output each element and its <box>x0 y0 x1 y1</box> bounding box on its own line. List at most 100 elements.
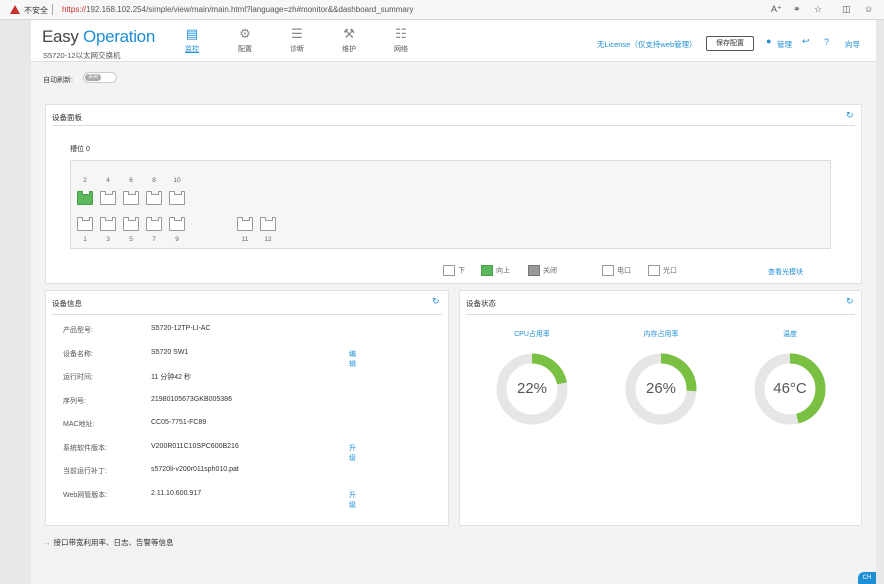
collections-icon[interactable]: ◫ <box>842 4 851 14</box>
network-icon: ☷ <box>395 26 407 41</box>
page-scrollbar[interactable] <box>876 20 884 584</box>
logo: Easy Operation <box>42 27 155 46</box>
info-action-link[interactable]: 升级 <box>349 444 356 462</box>
info-label: Web网管版本: <box>63 491 108 499</box>
nav-network[interactable]: ☷ 网络 <box>383 26 419 54</box>
language-badge[interactable]: CH <box>858 572 876 584</box>
port-number: 7 <box>152 236 156 243</box>
gear-icon: ⚙ <box>239 26 251 41</box>
port-number: 8 <box>152 177 156 184</box>
page: Easy Operation S5720-12以太网交换机 ▤ 监控 ⚙ 配置 … <box>31 20 876 584</box>
help-link[interactable]: ? <box>824 37 830 47</box>
divider <box>52 4 53 15</box>
divider <box>466 314 855 315</box>
wizard-link[interactable]: 向导 <box>845 40 860 49</box>
security-warning[interactable]: 不安全 <box>24 6 48 15</box>
save-config-button[interactable]: 保存配置 <box>706 36 754 51</box>
monitor-icon: ▤ <box>185 26 199 41</box>
info-panel: 设备信息 ↻ 产品型号: S5720-12TP-LI-AC 设备名称: S5720 S… <box>45 290 449 526</box>
status-panel-title: 设备状态 <box>466 299 496 308</box>
reader-icon[interactable]: ⚭ <box>793 4 801 14</box>
info-value: V200R011C10SPC600B216 <box>151 442 239 450</box>
port-10[interactable] <box>169 191 185 205</box>
info-value: s5720li-v200r011sph010.pat <box>151 466 239 473</box>
port-5[interactable] <box>123 217 139 231</box>
port-number: 10 <box>173 177 181 184</box>
port-number: 3 <box>106 236 110 243</box>
port-6[interactable] <box>123 191 139 205</box>
device-panel-title: 设备面板 <box>52 113 82 122</box>
sliders-icon: ☰ <box>291 26 303 41</box>
gauge-label: CPU占用率 <box>514 331 550 338</box>
port-3[interactable] <box>100 217 116 231</box>
legend-down: 下 <box>443 265 465 276</box>
info-value: 21980105673GKB005386 <box>151 395 232 403</box>
legend-optical: 光口 <box>648 265 677 276</box>
port-1[interactable] <box>77 217 93 231</box>
info-value: 2.11.10.600.917 <box>151 489 202 497</box>
port-panel: 2 4 6 8 10 1 3 5 7 9 11 12 <box>70 160 831 249</box>
port-number: 1 <box>83 236 87 243</box>
arrow-right-icon: → <box>43 538 51 547</box>
info-action-link[interactable]: 升级 <box>349 491 356 509</box>
port-4[interactable] <box>100 191 116 205</box>
url-field[interactable]: https://192.168.102.254/simple/view/main… <box>62 5 414 14</box>
info-panel-title: 设备信息 <box>52 299 82 308</box>
info-action-link[interactable]: 编辑 <box>349 350 356 368</box>
gauge-label: 内存占用率 <box>643 331 679 338</box>
refresh-icon[interactable]: ↻ <box>846 110 854 120</box>
port-11[interactable] <box>237 217 253 231</box>
more-info-link[interactable]: → 接口带宽利用率、日志、告警等信息 <box>43 538 174 547</box>
legend-swatch <box>602 265 614 276</box>
view-optical-link[interactable]: 查看光模块 <box>768 269 803 276</box>
nav-config[interactable]: ⚙ 配置 <box>227 26 263 54</box>
gauge-ring <box>496 353 568 425</box>
info-value: CC05-7751-FC89 <box>151 419 207 426</box>
read-aloud-icon[interactable]: A⁺ <box>771 4 782 14</box>
port-8[interactable] <box>146 191 162 205</box>
auto-refresh-toggle[interactable]: 关闭 <box>83 72 117 83</box>
port-2[interactable] <box>77 191 93 205</box>
info-value: S5720-12TP-LI-AC <box>151 325 211 332</box>
port-9[interactable] <box>169 217 185 231</box>
info-label: 当前运行补丁: <box>63 468 107 475</box>
port-number: 11 <box>241 236 249 243</box>
maintenance-icon: ⚒ <box>343 26 355 41</box>
info-label: 系统软件版本: <box>63 444 107 452</box>
nav-monitor[interactable]: ▤ 监控 <box>174 26 210 54</box>
info-value: 11 分钟42 秒 <box>151 374 191 381</box>
legend-swatch <box>481 265 493 276</box>
app-header: Easy Operation S5720-12以太网交换机 ▤ 监控 ⚙ 配置 … <box>31 20 876 62</box>
gauge-value: 26% <box>645 380 677 397</box>
port-number: 9 <box>175 236 179 243</box>
logout-icon[interactable]: ↩ <box>802 36 810 46</box>
user-icon: ● <box>766 36 772 46</box>
info-label: 序列号: <box>63 397 86 405</box>
device-name: S5720-12以太网交换机 <box>43 51 121 60</box>
port-7[interactable] <box>146 217 162 231</box>
port-number: 6 <box>129 177 133 184</box>
refresh-icon[interactable]: ↻ <box>432 296 440 306</box>
legend-swatch <box>443 265 455 276</box>
legend-up: 向上 <box>481 265 510 276</box>
browser-address-bar: 不安全 https://192.168.102.254/simple/view/… <box>0 0 884 20</box>
nav-diagnose[interactable]: ☰ 诊断 <box>279 26 315 54</box>
legend-off: 关闭 <box>528 265 557 276</box>
info-label: 设备名称: <box>63 350 93 358</box>
port-number: 2 <box>83 177 87 184</box>
profile-icon[interactable]: ☺ <box>864 4 874 14</box>
refresh-icon[interactable]: ↻ <box>846 296 854 306</box>
status-panel: 设备状态 ↻ CPU占用率 22% 内存占用率 26% 温度 46°C <box>459 290 862 526</box>
gauge-arc <box>625 353 697 425</box>
nav-maintenance[interactable]: ⚒ 维护 <box>331 26 367 54</box>
port-12[interactable] <box>260 217 276 231</box>
gauge-arc <box>754 353 826 425</box>
gauge-value: 46°C <box>773 380 807 397</box>
license-link[interactable]: 无License（仅支持web管理） <box>597 40 697 49</box>
port-number: 12 <box>264 236 272 243</box>
favorite-icon[interactable]: ☆ <box>814 4 823 14</box>
slot-label: 槽位 0 <box>70 146 90 153</box>
admin-link[interactable]: 管理 <box>777 40 792 49</box>
port-number: 4 <box>106 177 110 184</box>
legend-swatch <box>648 265 660 276</box>
